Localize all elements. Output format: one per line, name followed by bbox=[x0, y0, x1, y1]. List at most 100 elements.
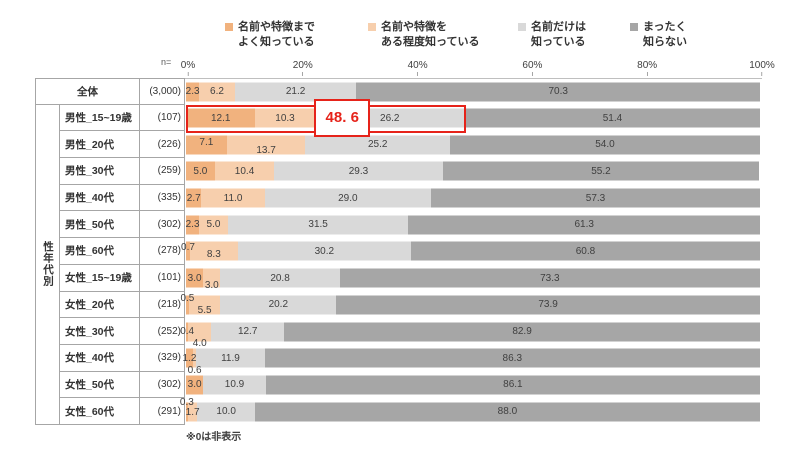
segment-value-label: 88.0 bbox=[497, 406, 518, 418]
segment-value-label: 31.5 bbox=[308, 219, 328, 231]
row-plot-area: 2.7 11.0 29.0 57.3 bbox=[185, 185, 762, 212]
bar-segment: 2.7 bbox=[186, 188, 202, 208]
bar-segment: 1.7 bbox=[185, 402, 200, 422]
row-n-value: (252) bbox=[140, 318, 185, 345]
axis-tick-text: 60% bbox=[522, 60, 543, 71]
axis-tickmark bbox=[187, 72, 189, 76]
bar-segment: 2.3 bbox=[185, 215, 200, 235]
row-label: 女性_60代 bbox=[60, 398, 140, 425]
axis-tick-label: 80% bbox=[637, 60, 657, 76]
row-label: 男性_40代 bbox=[60, 184, 140, 212]
segment-value-label: 25.2 bbox=[367, 139, 388, 151]
legend-item: まったく 知らない bbox=[630, 20, 687, 50]
row-n-value: (302) bbox=[140, 211, 185, 239]
axis-tick-text: 40% bbox=[407, 60, 428, 71]
row-n-value: (335) bbox=[140, 184, 185, 212]
segment-value-label: 6.2 bbox=[210, 86, 224, 98]
stacked-bar: 5.0 10.4 29.3 55.2 bbox=[186, 161, 760, 181]
row-n-value: (218) bbox=[140, 291, 185, 319]
segment-value-label: 55.2 bbox=[591, 165, 611, 177]
segment-value-label: 0.5 bbox=[180, 293, 195, 305]
stacked-bar: 3.0 10.9 86.1 bbox=[186, 375, 760, 395]
axis-tick-label: 20% bbox=[293, 60, 313, 76]
bar-segment: 51.4 bbox=[464, 108, 760, 128]
segment-value-label: 26.2 bbox=[380, 112, 400, 124]
row-label: 男性_30代 bbox=[60, 158, 140, 185]
segment-value-label: 12.7 bbox=[237, 326, 258, 338]
axis-tick-label: 100% bbox=[749, 60, 775, 76]
bar-segment: 29.3 bbox=[274, 161, 443, 181]
data-table: 全体 (3,000) 2.3 6.2 21.2 70.3 男性_15~19歳 (107… bbox=[35, 78, 762, 425]
row-label: 女性_50代 bbox=[60, 371, 140, 399]
segment-value-label: 70.3 bbox=[548, 86, 568, 98]
axis-tickmark bbox=[761, 72, 763, 76]
legend-swatch-icon bbox=[368, 23, 376, 31]
row-n-value: (3,000) bbox=[140, 78, 185, 105]
axis-tick-text: 0% bbox=[180, 60, 196, 71]
segment-value-label: 82.9 bbox=[512, 326, 532, 338]
axis-tickmark bbox=[531, 72, 533, 76]
x-axis: 0% 20% 40% 60% 80% 100% bbox=[181, 60, 775, 78]
segment-value-label: 12.1 bbox=[210, 112, 231, 124]
bar-segment: 11.0 bbox=[201, 188, 265, 208]
axis-tick-text: 100% bbox=[749, 60, 775, 71]
bar-segment: 20.2 bbox=[220, 295, 337, 315]
axis-tick-text: 80% bbox=[637, 60, 658, 71]
row-n-value: (278) bbox=[140, 238, 185, 265]
segment-value-label: 0.3 bbox=[179, 397, 194, 409]
stacked-bar: 3.0 3.0 20.8 73.3 bbox=[186, 268, 761, 291]
axis-tickmark bbox=[417, 72, 419, 76]
stacked-bar: 0.4 4.0 12.7 82.9 bbox=[180, 322, 760, 349]
highlight-callout: 48. 6 bbox=[314, 98, 371, 137]
table-row: 全体 (3,000) 2.3 6.2 21.2 70.3 bbox=[35, 78, 762, 105]
row-label: 全体 bbox=[35, 78, 140, 105]
stacked-bar: 0.7 8.3 30.2 60.8 bbox=[181, 241, 760, 261]
row-n-value: (226) bbox=[140, 131, 185, 159]
bar-segment: 55.2 bbox=[442, 161, 760, 181]
segment-value-label: 30.2 bbox=[314, 245, 335, 257]
row-plot-area: 0.5 5.5 20.2 73.9 bbox=[180, 292, 762, 319]
row-plot-area: 12.1 10.3 26.2 51.4 48. 6 bbox=[185, 98, 762, 137]
row-plot-area: 2.3 5.0 31.5 61.3 bbox=[185, 211, 762, 238]
segment-value-label: 29.0 bbox=[338, 192, 358, 204]
segment-value-label: 60.8 bbox=[575, 245, 596, 257]
row-plot-area: 5.0 10.4 29.3 55.2 bbox=[185, 158, 762, 185]
segment-value-label: 2.3 bbox=[185, 219, 200, 231]
bar-segment: 25.2 bbox=[305, 135, 451, 155]
legend-item-label: 名前だけは 知っている bbox=[531, 21, 586, 48]
bar-segment: 4.0 bbox=[188, 322, 212, 349]
legend-swatch-icon bbox=[630, 23, 638, 31]
row-label: 男性_60代 bbox=[60, 238, 140, 265]
bar-segment: 8.3 bbox=[190, 241, 238, 261]
segment-value-label: 10.9 bbox=[224, 379, 245, 391]
row-n-value: (259) bbox=[140, 158, 185, 185]
row-plot-area: 0.7 8.3 30.2 60.8 bbox=[181, 238, 762, 265]
row-label: 男性_15~19歳 bbox=[60, 104, 140, 132]
legend-item: 名前だけは 知っている bbox=[518, 20, 586, 50]
segment-value-label: 1.7 bbox=[185, 407, 200, 419]
table-row: 女性_40代 (329) 1.2 0.6 11.9 86.3 bbox=[35, 344, 762, 376]
bar-segment: 0.3 bbox=[180, 397, 194, 422]
bar-segment: 3.0 bbox=[203, 268, 221, 291]
row-label: 女性_15~19歳 bbox=[60, 264, 140, 292]
row-plot-area: 1.2 0.6 11.9 86.3 bbox=[182, 345, 762, 376]
segment-value-label: 29.3 bbox=[348, 165, 369, 177]
bar-segment: 3.0 bbox=[186, 268, 204, 288]
legend-swatch-icon bbox=[518, 23, 526, 31]
n-equals-label: n= bbox=[161, 57, 172, 67]
bar-segment: 6.2 bbox=[199, 82, 235, 102]
row-plot-area: 0.3 1.7 10.0 88.0 bbox=[180, 397, 762, 425]
bar-segment: 5.5 bbox=[188, 295, 221, 316]
segment-value-label: 57.3 bbox=[585, 192, 606, 204]
bar-segment: 30.2 bbox=[237, 241, 411, 261]
legend-item-label: まったく 知らない bbox=[643, 21, 687, 48]
stacked-bar: 2.3 6.2 21.2 70.3 bbox=[185, 82, 760, 102]
segment-value-label: 21.2 bbox=[285, 86, 306, 98]
segment-value-label: 2.3 bbox=[185, 86, 200, 98]
table-row: 男性_40代 (335) 2.7 11.0 29.0 57.3 bbox=[35, 184, 762, 212]
table-row: 女性_20代 (218) 0.5 5.5 20.2 73.9 bbox=[35, 291, 762, 319]
bar-segment: 21.2 bbox=[234, 82, 357, 102]
row-plot-area: 0.4 4.0 12.7 82.9 bbox=[180, 318, 762, 349]
row-label: 男性_50代 bbox=[60, 211, 140, 239]
bar-segment: 11.9 bbox=[196, 348, 265, 368]
